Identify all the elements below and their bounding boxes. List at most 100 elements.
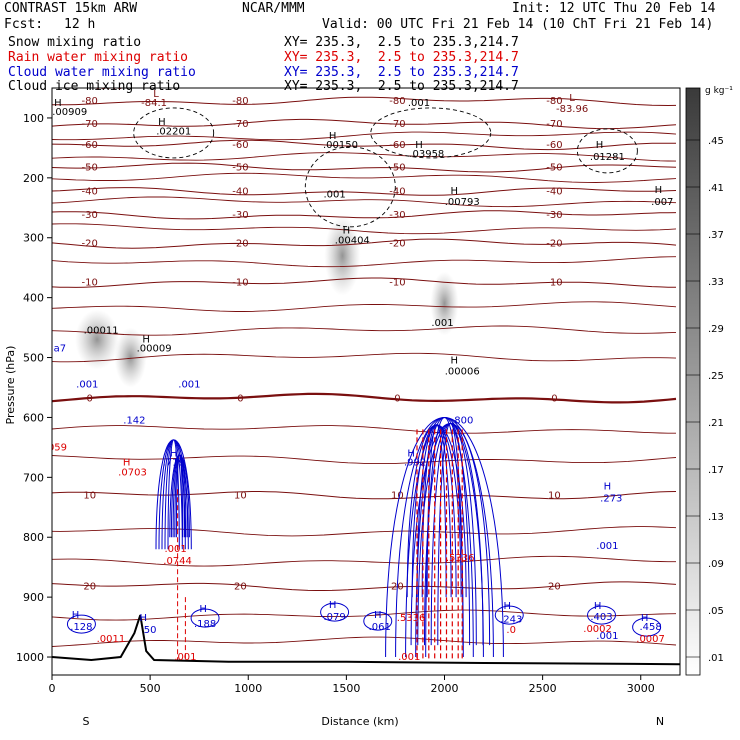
annotation-21: .007 bbox=[651, 197, 673, 208]
annotation-54: H bbox=[594, 601, 602, 612]
colorbar-label-11: .01 bbox=[708, 653, 724, 664]
annotation-65: .001 bbox=[174, 652, 196, 663]
temp-contour-label-3-2: -50 bbox=[389, 163, 405, 174]
temp-contour-line-4 bbox=[52, 187, 677, 196]
temp-contour-label-5-2: -30 bbox=[389, 210, 405, 221]
temp-contour-label-1-2: -70 bbox=[389, 119, 405, 130]
annotation-33: .142 bbox=[123, 415, 145, 426]
annotation-53: .243 bbox=[500, 614, 522, 625]
temp-contour-line-0 bbox=[52, 96, 677, 107]
annotation-68: .001 bbox=[398, 652, 420, 663]
colorbar-label-1: .41 bbox=[708, 183, 724, 194]
annotation-27: .001 bbox=[431, 318, 453, 329]
temp-contour-label-6-2: -20 bbox=[389, 239, 405, 250]
annotation-35: .719 bbox=[163, 457, 185, 468]
legend-snow-xy: XY= 235.3, 2.5 to 235.3,214.7 bbox=[284, 35, 519, 50]
temp-contour-label-10-1: 20 bbox=[234, 581, 247, 592]
annotation-56: .001 bbox=[596, 631, 618, 642]
legend-rain: Rain water mixing ratio bbox=[8, 50, 189, 65]
annotation-47: .188 bbox=[194, 619, 216, 630]
temp-contour-label-4-3: -40 bbox=[546, 187, 562, 198]
temp-contour-label-8-1: 0 bbox=[237, 393, 243, 404]
annotation-8: H bbox=[158, 117, 166, 128]
temp-contour-label-1-3: -70 bbox=[546, 119, 562, 130]
legend-snow: Snow mixing ratio bbox=[8, 35, 142, 50]
temp-contour-label-4-0: -40 bbox=[82, 187, 98, 198]
colorbar-label-7: .17 bbox=[708, 465, 724, 476]
annotation-36: H bbox=[407, 448, 415, 459]
low-cloud-contour-1 bbox=[190, 608, 220, 628]
temp-contour-label-2-3: -60 bbox=[546, 140, 562, 151]
x-tick-label-2: 1000 bbox=[234, 682, 262, 695]
snow-contour-3 bbox=[576, 128, 638, 174]
annotation-7: .00909 bbox=[52, 107, 87, 118]
annotation-0: -65.48 bbox=[91, 81, 123, 92]
colorbar-label-9: .09 bbox=[708, 559, 724, 570]
isotherm-6 bbox=[52, 301, 677, 312]
annotation-10: H bbox=[329, 131, 337, 142]
annotation-2: -84.1 bbox=[141, 98, 167, 109]
low-cloud-contour-4 bbox=[494, 605, 524, 625]
annotation-11: .00150 bbox=[323, 140, 358, 151]
cloud-water-contour-3-4 bbox=[167, 439, 180, 550]
annotation-39: H bbox=[604, 481, 612, 492]
temp-contour-label-9-2: 10 bbox=[391, 490, 404, 501]
temp-contour-label-8-3: 0 bbox=[551, 393, 557, 404]
y-tick-label-8: 900 bbox=[23, 591, 44, 604]
annotation-59: .059 bbox=[45, 442, 67, 453]
temp-contour-line-9 bbox=[52, 491, 677, 500]
snow-shading-3 bbox=[114, 327, 147, 388]
colorbar-label-10: .05 bbox=[708, 606, 724, 617]
annotation-14: H bbox=[596, 140, 604, 151]
temp-contour-label-10-0: 20 bbox=[83, 581, 96, 592]
y-tick-label-5: 600 bbox=[23, 411, 44, 424]
annotation-13: .03958 bbox=[409, 149, 444, 160]
annotation-64: .0011 bbox=[97, 634, 126, 645]
temp-contour-label-8-2: 0 bbox=[394, 393, 400, 404]
annotation-63: .0744 bbox=[163, 556, 192, 567]
temp-contour-label-4-1: -40 bbox=[232, 187, 248, 198]
annotation-31: .001 bbox=[178, 380, 200, 391]
annotation-46: H bbox=[199, 604, 207, 615]
annotation-20: H bbox=[655, 185, 663, 196]
annotation-44: H bbox=[140, 613, 148, 624]
temp-contour-label-0-0: -80 bbox=[82, 96, 98, 107]
annotation-37: .992 bbox=[404, 457, 426, 468]
isotherm-0 bbox=[52, 131, 677, 141]
colorbar-label-8: .13 bbox=[708, 512, 724, 523]
snow-contour-0 bbox=[133, 107, 215, 159]
temp-contour-label-0-1: -80 bbox=[232, 96, 248, 107]
annotation-61: .0703 bbox=[118, 468, 147, 479]
annotation-24: H bbox=[142, 335, 150, 346]
legend-cloud-water-xy: XY= 235.3, 2.5 to 235.3,214.7 bbox=[284, 65, 519, 80]
temp-contour-line-10 bbox=[52, 581, 677, 591]
annotation-52: H bbox=[504, 601, 512, 612]
temp-contour-label-6-1: -20 bbox=[232, 239, 248, 250]
annotation-41: .001 bbox=[596, 541, 618, 552]
temp-contour-label-6-0: -20 bbox=[82, 239, 98, 250]
cloud-water-contour-1-4 bbox=[437, 423, 464, 646]
colorbar: .45 .41 .37 .33 .29 .25 .21 .17 .13 .09 .05 .01 bbox=[685, 87, 724, 676]
snow-shading-0 bbox=[324, 215, 361, 296]
annotation-9: .02201 bbox=[156, 127, 191, 138]
colorbar-unit: g kg⁻¹ bbox=[705, 86, 733, 96]
y-tick-label-2: 300 bbox=[23, 232, 44, 245]
temp-contour-label-5-0: -30 bbox=[82, 210, 98, 221]
temp-contour-label-9-1: 10 bbox=[234, 490, 247, 501]
snow-shading-2 bbox=[75, 309, 120, 370]
annotation-15: .01281 bbox=[590, 152, 625, 163]
isotherm-14 bbox=[52, 636, 677, 647]
isotherm-5 bbox=[52, 256, 677, 268]
temp-contour-line-6 bbox=[52, 238, 677, 249]
annotation-70: .0002 bbox=[583, 624, 612, 635]
isotherm-10 bbox=[52, 455, 677, 465]
cloud-water-contour-2-4 bbox=[426, 424, 447, 598]
temp-contour-line-3 bbox=[52, 162, 677, 173]
annotation-23: .00404 bbox=[335, 236, 370, 247]
annotation-43: .128 bbox=[70, 622, 92, 633]
isotherm-7 bbox=[52, 325, 677, 336]
annotation-42: H bbox=[72, 610, 80, 621]
annotation-28: H bbox=[451, 356, 459, 367]
init-time: Init: 12 UTC Thu 20 Feb 14 bbox=[512, 1, 716, 16]
annotation-32: a7 bbox=[54, 344, 67, 355]
